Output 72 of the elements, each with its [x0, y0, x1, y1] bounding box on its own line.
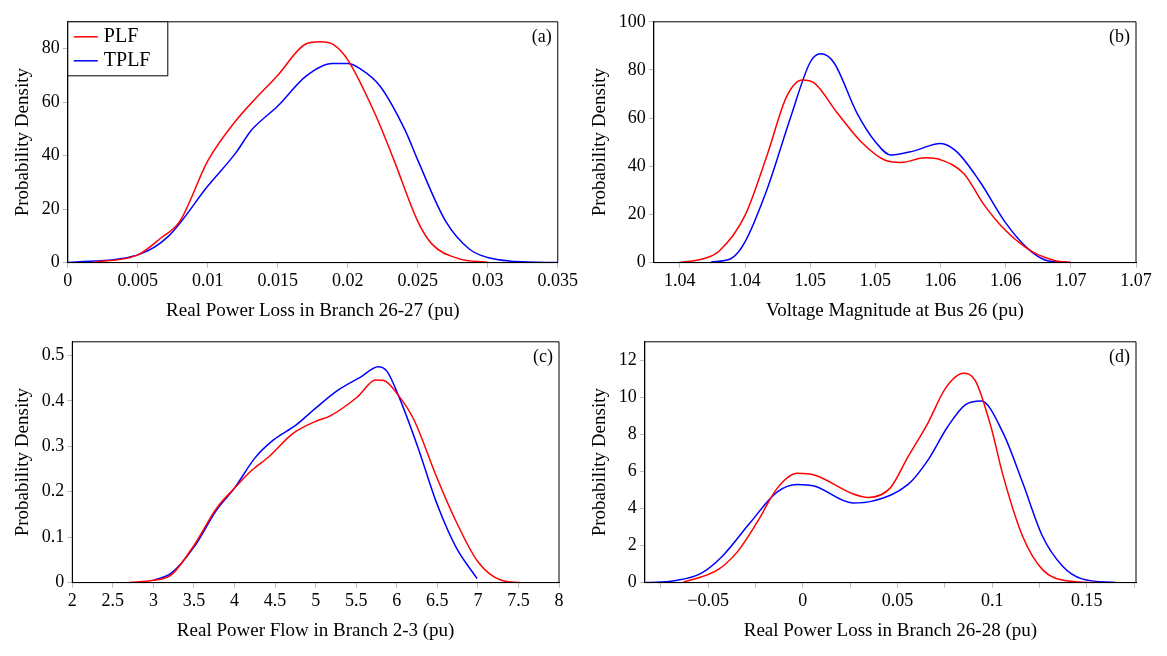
annotation: (c) — [533, 345, 553, 367]
y-tick-label: 0.4 — [41, 389, 65, 410]
x-tick-label: −0.05 — [687, 590, 730, 611]
x-tick-label: 8 — [554, 590, 564, 611]
y-tick-label: 80 — [627, 58, 646, 79]
x-tick-label: 1.05 — [859, 270, 892, 291]
annotation: (a) — [531, 25, 552, 47]
y-tick-label: 40 — [41, 144, 60, 165]
x-tick-label: 6 — [392, 590, 402, 611]
y-tick-label: 0 — [627, 571, 637, 592]
x-tick-label: 1.07 — [1120, 270, 1152, 291]
y-tick-label: 20 — [627, 203, 646, 224]
y-tick-label: 0.2 — [41, 480, 65, 501]
x-tick-label: 0.01 — [192, 270, 224, 291]
y-tick-label: 100 — [618, 10, 646, 31]
y-axis-title: Probability Density — [11, 387, 33, 537]
y-tick-label: 12 — [618, 349, 637, 370]
x-tick-label: 0.1 — [980, 590, 1004, 611]
y-tick-label: 10 — [618, 386, 637, 407]
y-tick-label: 0.1 — [41, 525, 65, 546]
y-tick-label: 40 — [627, 155, 646, 176]
annotation: (b) — [1109, 25, 1130, 47]
y-tick-label: 60 — [41, 90, 60, 111]
x-axis-title: Real Power Flow in Branch 2-3 (pu) — [176, 618, 455, 641]
y-tick-label: 4 — [627, 497, 637, 518]
x-tick-label: 6.5 — [426, 590, 449, 611]
x-tick-label: 0.15 — [1071, 590, 1103, 611]
x-axis-title: Voltage Magnitude at Bus 26 (pu) — [766, 298, 1024, 321]
y-tick-label: 0.5 — [41, 344, 65, 365]
x-tick-label: 7 — [473, 590, 483, 611]
y-tick-label: 8 — [627, 423, 637, 444]
x-tick-label: 0.02 — [332, 270, 364, 291]
legend-label: PLF — [103, 24, 139, 47]
x-tick-label: 5 — [311, 590, 321, 611]
x-tick-label: 1.07 — [1055, 270, 1087, 291]
y-tick-label: 6 — [627, 460, 637, 481]
x-tick-label: 1.04 — [729, 270, 761, 291]
x-tick-label: 0.03 — [472, 270, 504, 291]
y-tick-label: 0.3 — [41, 435, 65, 456]
x-tick-label: 1.04 — [664, 270, 696, 291]
line-series — [152, 366, 478, 582]
y-tick-label: 2 — [627, 534, 637, 555]
x-tick-label: 5.5 — [344, 590, 368, 611]
y-tick-label: 80 — [41, 37, 60, 58]
x-tick-label: 0 — [798, 590, 808, 611]
x-tick-label: 4.5 — [263, 590, 287, 611]
y-tick-label: 0 — [55, 571, 65, 592]
x-tick-label: 7.5 — [507, 590, 530, 611]
x-tick-label: 0.005 — [117, 270, 159, 291]
y-axis-title: Probability Density — [588, 67, 610, 217]
x-tick-label: 1.06 — [924, 270, 957, 291]
x-axis-title: Real Power Loss in Branch 26-27 (pu) — [166, 298, 460, 321]
y-tick-label: 0 — [636, 251, 646, 272]
x-tick-label: 1.06 — [989, 270, 1022, 291]
y-axis-title: Probability Density — [588, 387, 610, 537]
x-tick-label: 4 — [230, 590, 240, 611]
legend-label: TPLF — [103, 48, 151, 71]
x-tick-label: 0.015 — [257, 270, 299, 291]
x-tick-label: 0.035 — [537, 270, 578, 291]
x-tick-label: 3.5 — [182, 590, 206, 611]
x-tick-label: 2.5 — [101, 590, 125, 611]
x-axis-title: Real Power Loss in Branch 26-28 (pu) — [743, 618, 1038, 641]
annotation: (d) — [1109, 345, 1130, 367]
line-series — [92, 41, 489, 263]
x-tick-label: 1.05 — [794, 270, 826, 291]
x-tick-label: 3 — [148, 590, 158, 611]
y-tick-label: 0 — [50, 251, 60, 272]
x-tick-label: 0.025 — [397, 270, 439, 291]
y-axis-title: Probability Density — [11, 67, 33, 217]
y-tick-label: 60 — [627, 106, 646, 127]
y-tick-label: 20 — [41, 197, 60, 218]
x-tick-label: 0.05 — [881, 590, 914, 611]
